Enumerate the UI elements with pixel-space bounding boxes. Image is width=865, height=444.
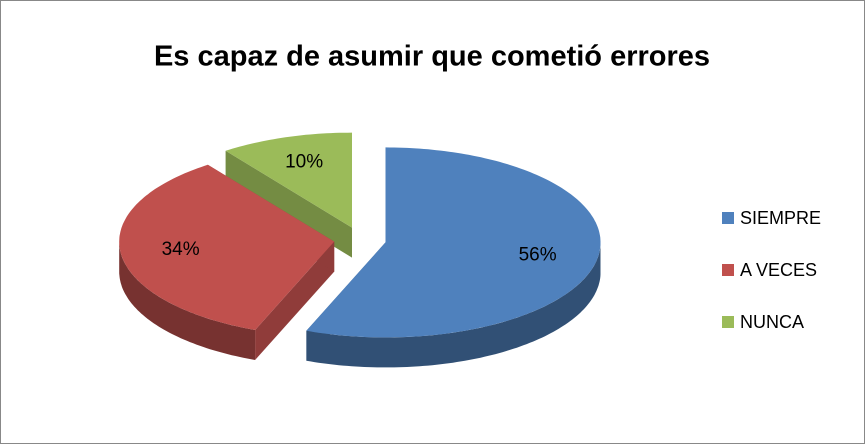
legend-label: NUNCA xyxy=(740,312,804,332)
slice-side xyxy=(119,241,256,360)
slice xyxy=(306,147,601,338)
data-label: 10% xyxy=(285,152,323,173)
legend-label: A VECES xyxy=(740,260,817,280)
chart-title: Es capaz de asumir que cometió errores xyxy=(154,41,710,73)
slice-cut-face xyxy=(225,150,352,258)
slice xyxy=(225,132,352,228)
slice-side xyxy=(306,242,601,368)
slice-cut-face xyxy=(255,241,335,360)
legend-swatch xyxy=(722,212,734,224)
legend-swatch xyxy=(722,264,734,276)
legend-swatch xyxy=(722,316,734,328)
data-label: 56% xyxy=(519,244,557,265)
slice xyxy=(119,164,335,330)
data-label: 34% xyxy=(162,239,200,260)
legend-label: SIEMPRE xyxy=(740,208,821,228)
